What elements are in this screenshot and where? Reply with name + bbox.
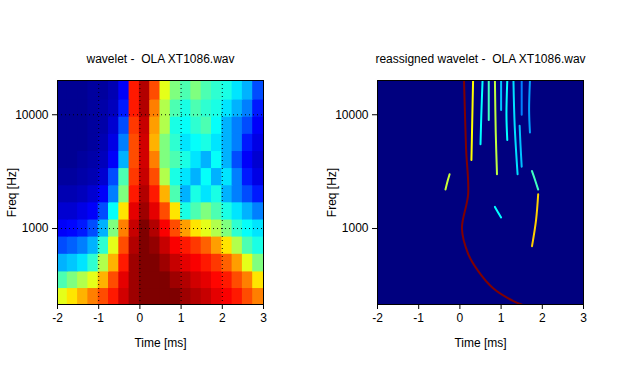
svg-text:0: 0 [457,311,464,325]
svg-text:Time [ms]: Time [ms] [454,336,506,350]
svg-text:Time [ms]: Time [ms] [134,336,186,350]
svg-text:-2: -2 [372,311,383,325]
svg-text:Freq [Hz]: Freq [Hz] [325,168,339,217]
svg-text:1: 1 [178,311,185,325]
svg-text:10000: 10000 [15,108,49,122]
svg-text:-1: -1 [413,311,424,325]
svg-text:1000: 1000 [342,221,369,235]
svg-text:reassigned wavelet - OLA XT10: reassigned wavelet - OLA XT1086.wav [375,52,585,66]
svg-text:Freq [Hz]: Freq [Hz] [5,168,19,217]
svg-text:1000: 1000 [22,221,49,235]
svg-text:1: 1 [498,311,505,325]
svg-text:2: 2 [219,311,226,325]
svg-text:-1: -1 [93,311,104,325]
svg-text:3: 3 [580,311,587,325]
svg-text:0: 0 [137,311,144,325]
svg-text:wavelet - OLA XT1086.wav: wavelet - OLA XT1086.wav [85,52,234,66]
svg-text:2: 2 [539,311,546,325]
svg-text:10000: 10000 [335,108,369,122]
svg-text:-2: -2 [52,311,63,325]
svg-text:3: 3 [260,311,267,325]
